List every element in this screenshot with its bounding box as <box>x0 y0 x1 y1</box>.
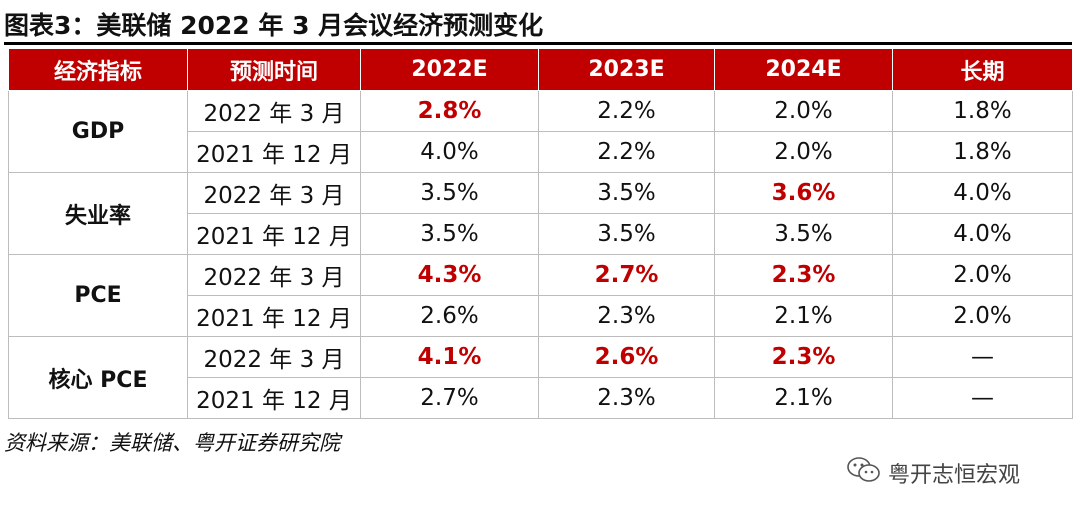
table-row: 2021 年 12 月 2.6% 2.3% 2.1% 2.0% <box>9 295 1073 337</box>
indicator-cell: 失业率 <box>8 172 188 255</box>
value-2023e-cell: 2.7% <box>538 254 715 296</box>
forecast-time-cell: 2021 年 12 月 <box>187 377 361 419</box>
value-2023e-cell: 2.2% <box>538 131 715 173</box>
forecast-time-cell: 2021 年 12 月 <box>187 131 361 173</box>
value-2022e-cell: 4.1% <box>360 336 539 378</box>
value-2022e-cell: 2.7% <box>360 377 539 419</box>
value-2024e-cell: 2.3% <box>714 254 893 296</box>
value-2024e-cell: 2.1% <box>714 377 893 419</box>
forecast-time-cell: 2022 年 3 月 <box>187 172 361 214</box>
column-header-longrun: 长期 <box>892 48 1073 91</box>
value-2023e-cell: 3.5% <box>538 213 715 255</box>
value-2022e-cell: 4.3% <box>360 254 539 296</box>
value-2023e-cell: 2.3% <box>538 377 715 419</box>
value-2023e-cell: 3.5% <box>538 172 715 214</box>
table-row: 2021 年 12 月 2.7% 2.3% 2.1% — <box>9 377 1073 419</box>
value-longrun-cell: — <box>892 336 1073 378</box>
value-longrun-cell: 1.8% <box>892 90 1073 132</box>
column-header-forecast-time: 预测时间 <box>187 48 361 91</box>
table-row: 核心 PCE 2022 年 3 月 4.1% 2.6% 2.3% — <box>8 336 1073 419</box>
value-longrun-cell: 1.8% <box>892 131 1073 173</box>
value-2022e-cell: 2.8% <box>360 90 539 132</box>
title-divider <box>4 42 1072 45</box>
column-header-2022e: 2022E <box>360 48 539 91</box>
column-header-2024e: 2024E <box>714 48 893 91</box>
value-2023e-cell: 2.2% <box>538 90 715 132</box>
table-row: PCE 2022 年 3 月 4.3% 2.7% 2.3% 2.0% <box>8 254 1073 337</box>
value-2024e-cell: 2.0% <box>714 131 893 173</box>
value-2022e-cell: 2.6% <box>360 295 539 337</box>
indicator-cell: GDP <box>8 90 188 173</box>
table-row: 2021 年 12 月 3.5% 3.5% 3.5% 4.0% <box>9 213 1073 255</box>
value-2022e-cell: 3.5% <box>360 172 539 214</box>
table-row: GDP 2022 年 3 月 2.8% 2.2% 2.0% 1.8% <box>8 90 1073 173</box>
value-2024e-cell: 3.5% <box>714 213 893 255</box>
value-2022e-cell: 4.0% <box>360 131 539 173</box>
value-2023e-cell: 2.3% <box>538 295 715 337</box>
column-header-indicator: 经济指标 <box>8 48 188 91</box>
forecast-time-cell: 2021 年 12 月 <box>187 213 361 255</box>
value-longrun-cell: 2.0% <box>892 295 1073 337</box>
value-longrun-cell: 4.0% <box>892 213 1073 255</box>
forecast-time-cell: 2021 年 12 月 <box>187 295 361 337</box>
value-longrun-cell: 4.0% <box>892 172 1073 214</box>
table-row: 失业率 2022 年 3 月 3.5% 3.5% 3.6% 4.0% <box>8 172 1073 255</box>
forecast-table: 经济指标 预测时间 2022E 2023E 2024E 长期 GDP 2022 … <box>8 48 1073 419</box>
value-2024e-cell: 3.6% <box>714 172 893 214</box>
wechat-icon <box>846 455 888 491</box>
watermark-text: 粤开志恒宏观 <box>888 463 1021 488</box>
indicator-cell: PCE <box>8 254 188 337</box>
forecast-time-cell: 2022 年 3 月 <box>187 254 361 296</box>
column-header-2023e: 2023E <box>538 48 715 91</box>
value-longrun-cell: 2.0% <box>892 254 1073 296</box>
figure-title: 图表3：美联储 2022 年 3 月会议经济预测变化 <box>4 11 544 40</box>
source-note: 资料来源：美联储、粤开证券研究院 <box>4 431 340 455</box>
value-longrun-cell: — <box>892 377 1073 419</box>
table-header-row: 经济指标 预测时间 2022E 2023E 2024E 长期 <box>8 48 1073 91</box>
watermark: 粤开志恒宏观 <box>846 455 1020 491</box>
value-2023e-cell: 2.6% <box>538 336 715 378</box>
value-2024e-cell: 2.3% <box>714 336 893 378</box>
value-2024e-cell: 2.1% <box>714 295 893 337</box>
forecast-time-cell: 2022 年 3 月 <box>187 336 361 378</box>
forecast-time-cell: 2022 年 3 月 <box>187 90 361 132</box>
value-2024e-cell: 2.0% <box>714 90 893 132</box>
value-2022e-cell: 3.5% <box>360 213 539 255</box>
indicator-cell: 核心 PCE <box>8 336 188 419</box>
